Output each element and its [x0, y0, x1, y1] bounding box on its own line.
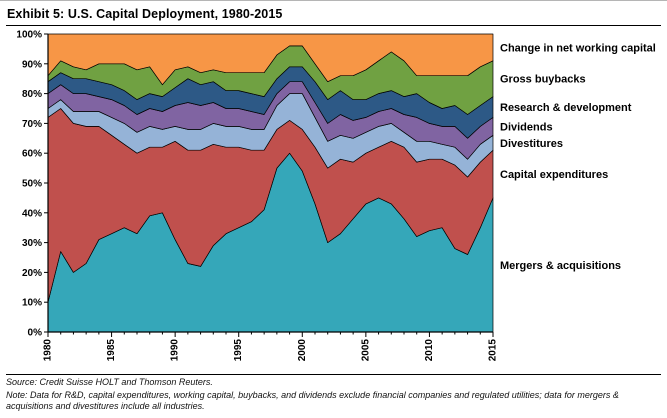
x-tick-label: 1980: [43, 339, 54, 362]
y-tick-label: 10%: [22, 298, 42, 309]
y-tick-label: 70%: [22, 119, 42, 130]
legend-label-gross-buybacks: Gross buybacks: [500, 74, 586, 86]
y-tick-label: 50%: [22, 179, 42, 190]
y-tick-label: 100%: [16, 30, 42, 41]
title-divider: [6, 25, 661, 26]
x-tick-label: 2010: [424, 339, 435, 362]
x-tick-label: 1995: [233, 339, 244, 362]
y-tick-label: 90%: [22, 59, 42, 70]
legend-label-research-development: Research & development: [500, 102, 632, 114]
source-note-block: Source: Credit Suisse HOLT and Thomson R…: [6, 377, 661, 413]
stacked-area-chart: 0% 10% 20% 30% 40% 50% 60% 70% 80% 90% 100% 1980 198…: [16, 30, 656, 362]
figure-title: Exhibit 5: U.S. Capital Deployment, 1980…: [7, 7, 283, 21]
y-tick-label: 60%: [22, 149, 42, 160]
legend-label-capital-expenditures: Capital expenditures: [500, 169, 608, 181]
x-tick-label: 2015: [488, 339, 499, 362]
y-tick-label: 80%: [22, 89, 42, 100]
x-tick-label: 2000: [297, 339, 308, 362]
x-tick-label: 1985: [106, 339, 117, 362]
legend-label-dividends: Dividends: [500, 121, 553, 133]
legend-label-divestitures: Divestitures: [500, 138, 563, 150]
y-tick-label: 0%: [28, 328, 43, 339]
legend-label-change-in-net-working-capital: Change in net working capital: [500, 42, 656, 54]
y-tick-label: 20%: [22, 268, 42, 279]
legend-label-mergers-acquisitions: Mergers & acquisitions: [500, 260, 621, 272]
footer-divider: [6, 374, 661, 375]
x-tick-label: 2005: [360, 339, 371, 362]
y-tick-label: 40%: [22, 208, 42, 219]
area-change-in-net-working-capital: [47, 33, 494, 86]
y-tick-label: 30%: [22, 238, 42, 249]
x-tick-label: 1990: [170, 339, 181, 362]
source-text: Source: Credit Suisse HOLT and Thomson R…: [6, 377, 213, 387]
note-text: Note: Data for R&D, capital expenditures…: [6, 389, 619, 412]
